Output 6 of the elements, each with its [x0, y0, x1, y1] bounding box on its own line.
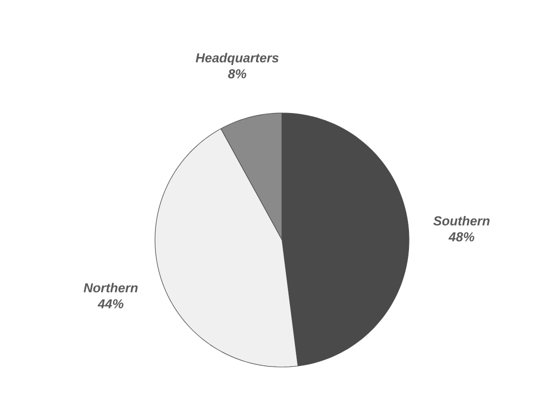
data-label: 8% [228, 69, 246, 78]
slice-label: Headquarters [196, 52, 279, 65]
data-label: 44% [98, 299, 124, 308]
slice-label: Southern [433, 216, 490, 226]
data-label: 48% [448, 232, 474, 242]
slice-label: Northern [84, 282, 138, 292]
